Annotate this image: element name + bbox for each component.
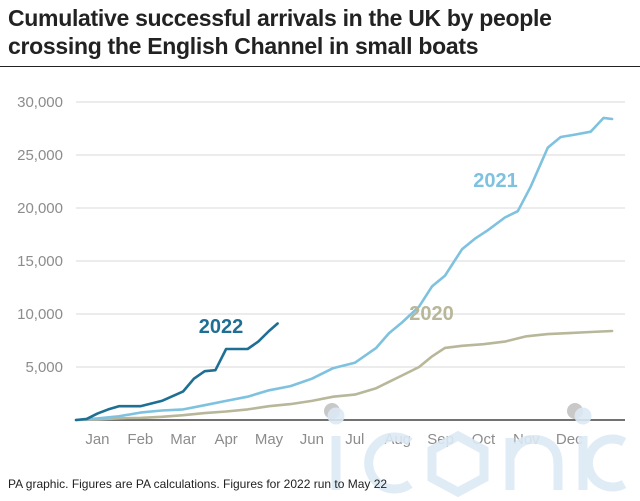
watermark-logo bbox=[327, 407, 627, 498]
y-tick-label: 30,000 bbox=[17, 94, 63, 111]
x-tick-label: Jan bbox=[85, 431, 109, 448]
y-tick-label: 10,000 bbox=[17, 306, 63, 323]
x-tick-label: May bbox=[255, 431, 284, 448]
series-line-2022 bbox=[74, 322, 279, 422]
y-tick-label: 5,000 bbox=[25, 359, 63, 376]
x-tick-label: Jul bbox=[345, 431, 364, 448]
series-line-2020 bbox=[74, 329, 614, 422]
series-labels: 2020 2021 2022 bbox=[199, 170, 518, 338]
series-label-2021: 2021 bbox=[473, 170, 518, 192]
series-line-2021 bbox=[74, 116, 614, 422]
chart-title: Cumulative successful arrivals in the UK… bbox=[8, 5, 552, 59]
line-chart: 5,000 10,000 15,000 20,000 25,000 30,000 Jan F… bbox=[17, 94, 625, 448]
series-lines bbox=[74, 116, 614, 422]
x-tick-label: Feb bbox=[127, 431, 153, 448]
x-tick-label: Dec bbox=[556, 431, 583, 448]
gridlines bbox=[76, 101, 625, 421]
title-divider bbox=[0, 66, 640, 67]
y-axis-ticks: 5,000 10,000 15,000 20,000 25,000 30,000 bbox=[17, 94, 63, 376]
y-tick-label: 25,000 bbox=[17, 147, 63, 164]
y-tick-label: 15,000 bbox=[17, 253, 63, 270]
x-tick-label: Mar bbox=[170, 431, 196, 448]
x-tick-label: Jun bbox=[300, 431, 324, 448]
y-tick-label: 20,000 bbox=[17, 200, 63, 217]
footnote: PA graphic. Figures are PA calculations.… bbox=[8, 477, 388, 491]
series-label-2022: 2022 bbox=[199, 316, 244, 338]
series-label-2020: 2020 bbox=[409, 303, 454, 325]
x-tick-label: Apr bbox=[214, 431, 237, 448]
